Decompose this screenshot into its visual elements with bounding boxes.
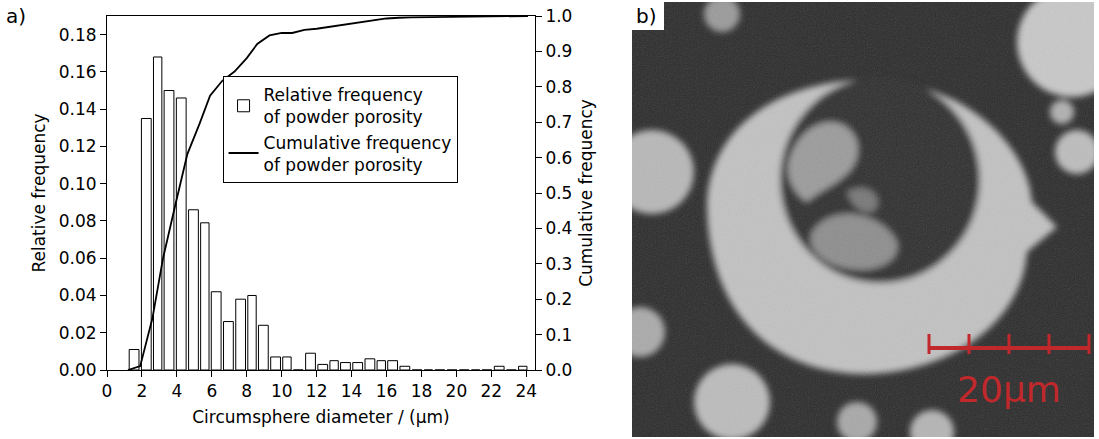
svg-text:6: 6 bbox=[206, 381, 217, 401]
svg-text:0.16: 0.16 bbox=[59, 62, 97, 82]
svg-text:Relative frequencyof powder po: Relative frequencyof powder porosity bbox=[264, 85, 423, 127]
svg-text:1.0: 1.0 bbox=[545, 6, 572, 26]
svg-text:0.00: 0.00 bbox=[59, 360, 97, 380]
svg-text:Cumulative frequency: Cumulative frequency bbox=[576, 99, 596, 287]
svg-text:0.10: 0.10 bbox=[59, 174, 97, 194]
svg-text:22: 22 bbox=[481, 381, 503, 401]
svg-text:0.8: 0.8 bbox=[545, 77, 572, 97]
svg-text:Cumulative frequencyof powder: Cumulative frequencyof powder porosity bbox=[264, 133, 452, 175]
svg-text:0.6: 0.6 bbox=[545, 148, 572, 168]
svg-text:0.2: 0.2 bbox=[545, 289, 572, 309]
svg-text:24: 24 bbox=[515, 381, 537, 401]
svg-text:10: 10 bbox=[271, 381, 293, 401]
svg-text:0.0: 0.0 bbox=[545, 360, 572, 380]
svg-text:0.1: 0.1 bbox=[545, 325, 572, 345]
svg-text:16: 16 bbox=[376, 381, 398, 401]
svg-text:0.02: 0.02 bbox=[59, 323, 97, 343]
svg-text:18: 18 bbox=[411, 381, 433, 401]
svg-text:0.04: 0.04 bbox=[59, 285, 97, 305]
svg-text:Relative frequency: Relative frequency bbox=[29, 113, 49, 272]
svg-text:0.4: 0.4 bbox=[545, 218, 572, 238]
svg-text:0.3: 0.3 bbox=[545, 254, 572, 274]
svg-text:4: 4 bbox=[171, 381, 182, 401]
svg-text:0.18: 0.18 bbox=[59, 25, 97, 45]
svg-text:0.9: 0.9 bbox=[545, 41, 572, 61]
svg-text:2: 2 bbox=[137, 381, 148, 401]
svg-text:0.5: 0.5 bbox=[545, 183, 572, 203]
svg-text:20: 20 bbox=[446, 381, 468, 401]
svg-text:14: 14 bbox=[341, 381, 363, 401]
svg-text:0.7: 0.7 bbox=[545, 112, 572, 132]
svg-text:0.08: 0.08 bbox=[59, 211, 97, 231]
svg-text:b): b) bbox=[636, 4, 657, 28]
svg-text:a): a) bbox=[6, 4, 26, 28]
svg-text:Circumsphere diameter / (μm): Circumsphere diameter / (μm) bbox=[192, 407, 450, 427]
svg-text:8: 8 bbox=[241, 381, 252, 401]
svg-text:0.12: 0.12 bbox=[59, 136, 97, 156]
svg-text:0: 0 bbox=[102, 381, 113, 401]
svg-text:0.14: 0.14 bbox=[59, 99, 97, 119]
svg-text:20μm: 20μm bbox=[957, 369, 1061, 410]
svg-text:0.06: 0.06 bbox=[59, 248, 97, 268]
svg-text:12: 12 bbox=[306, 381, 328, 401]
